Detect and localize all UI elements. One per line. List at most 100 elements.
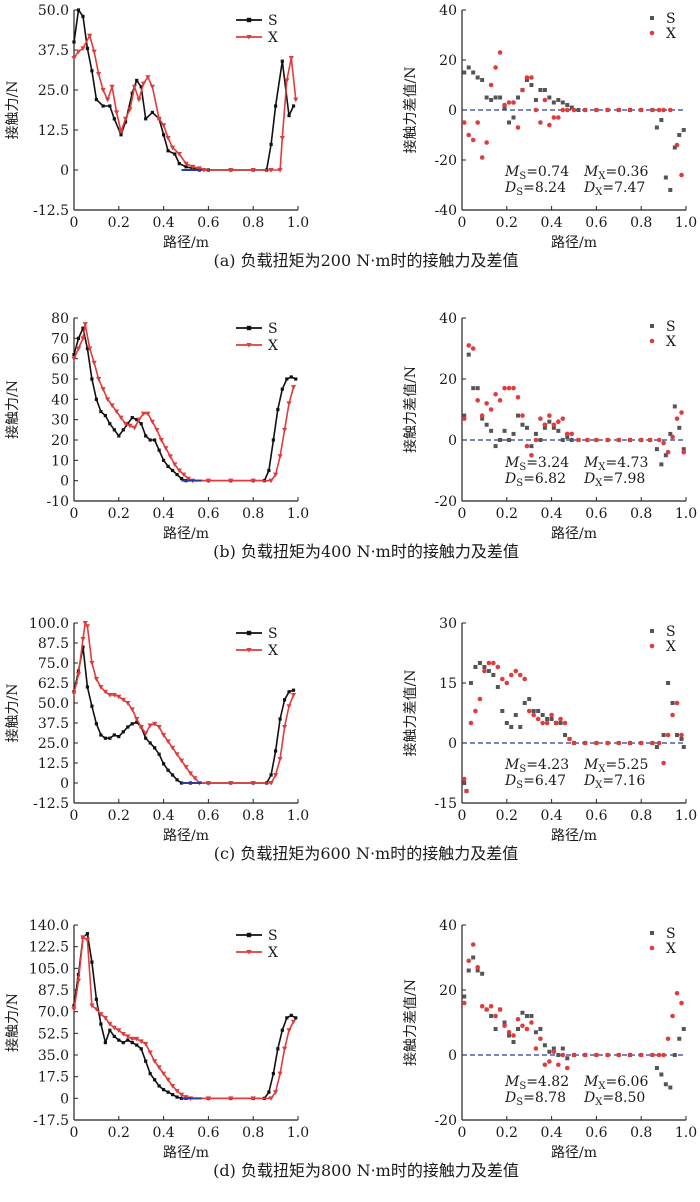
data-point-X [71, 56, 77, 61]
scatter-point-X [497, 398, 503, 403]
data-point-S [274, 104, 278, 108]
data-point-S [90, 704, 94, 708]
scatter-point-S [498, 95, 503, 100]
scatter-point-X [681, 449, 687, 455]
data-point-S [173, 152, 177, 156]
data-point-S [269, 773, 273, 777]
data-point-S [126, 725, 130, 729]
scatter-point-X [571, 740, 577, 746]
scatter-point-S [482, 665, 487, 669]
scatter-point-X [594, 107, 599, 113]
stat-MX: MX=6.06 [583, 1074, 648, 1092]
data-point-X [152, 1059, 158, 1064]
panel-d: -17.5017.535.052.570.087.5105.0122.5140.… [4, 918, 697, 1180]
diff-legend: SX [649, 926, 676, 957]
data-point-S [108, 104, 112, 108]
scatter-point-S [516, 413, 520, 418]
stat-value: =8.78 [523, 1090, 566, 1106]
scatter-point-S [558, 721, 563, 725]
scatter-point-X [567, 736, 572, 742]
legend-label-S: S [666, 926, 676, 942]
data-point-S [153, 1078, 157, 1082]
legend-label-S: S [268, 928, 278, 944]
force-y-tick-label: 12.5 [38, 123, 69, 139]
scatter-point-X [495, 664, 501, 670]
data-point-S [294, 377, 298, 381]
data-point-S [81, 14, 85, 18]
data-point-X [158, 438, 164, 443]
data-point-S [175, 472, 179, 477]
data-point-X [268, 781, 274, 786]
data-point-S [291, 104, 296, 108]
force-legend: SX [236, 626, 278, 659]
diff-y-tick-label: 40 [439, 3, 457, 19]
scatter-point-X [679, 1000, 684, 1006]
legend-marker-S [650, 16, 654, 20]
force-x-tick-label: 0 [70, 808, 79, 824]
scatter-point-X [656, 437, 662, 443]
data-point-X [290, 693, 297, 698]
data-point-S [135, 78, 139, 82]
data-point-X [279, 136, 285, 141]
diff-y-tick-label: -40 [434, 203, 457, 219]
force-y-tick-label: 25.0 [38, 83, 69, 99]
scatter-point-X [529, 1020, 534, 1025]
data-point-S [287, 690, 291, 694]
data-point-S [94, 98, 98, 102]
scatter-point-X [497, 1007, 503, 1012]
scatter-point-S [560, 100, 565, 105]
stat-subscript: S [519, 462, 526, 473]
stat-value: =8.50 [602, 1090, 645, 1106]
data-point-S [76, 336, 81, 340]
data-point-S [148, 741, 152, 745]
scatter-point-X [627, 107, 633, 113]
legend-marker-S [650, 629, 654, 633]
scatter-point-S [516, 1027, 520, 1031]
scatter-point-X [656, 740, 662, 746]
scatter-point-S [489, 98, 494, 102]
force-x-tick-label: 0.2 [108, 1125, 130, 1141]
force-x-tick-label: 0.6 [197, 1125, 219, 1141]
force-y-tick-label: 0 [60, 474, 69, 490]
diff-x-tick-label: 0 [458, 215, 467, 231]
stat-symbol: D [504, 180, 516, 196]
scatter-point-X [475, 964, 480, 970]
force-y-tick-label: 50 [51, 372, 69, 388]
diff-y-tick-label: 0 [448, 736, 457, 752]
stat-symbol: D [583, 471, 595, 487]
legend-marker-X [246, 35, 252, 40]
scatter-point-S [538, 1027, 543, 1031]
scatter-point-X [638, 1052, 644, 1058]
force-y-tick-label: 122.5 [29, 940, 69, 956]
data-point-X [98, 1012, 104, 1017]
scatter-point-X [585, 437, 590, 443]
stat-value: =7.47 [602, 180, 645, 196]
scatter-point-X [542, 422, 548, 428]
data-point-X [163, 446, 169, 451]
data-point-S [126, 1038, 130, 1042]
scatter-point-X [560, 1052, 566, 1058]
scatter-point-X [538, 1036, 543, 1042]
scatter-point-S [556, 1053, 561, 1057]
scatter-point-X [473, 708, 478, 714]
force-x-tick-label: 1.0 [287, 215, 309, 231]
scatter-point-X [491, 660, 496, 666]
diff-y-tick-label: -20 [434, 494, 457, 510]
data-point-S [108, 736, 112, 740]
data-point-X [288, 56, 294, 61]
legend-label-X: X [666, 639, 676, 655]
data-point-X [178, 758, 185, 764]
scatter-point-X [553, 720, 559, 726]
data-point-S [90, 69, 94, 73]
scatter-point-X [605, 740, 610, 746]
diff-y-tick-label: -20 [434, 153, 457, 169]
stat-MS: MS=3.24 [504, 455, 569, 473]
scatter-point-X [484, 1007, 489, 1012]
scatter-point-X [670, 712, 675, 718]
data-point-S [130, 1041, 134, 1045]
scatter-point-S [502, 1020, 507, 1025]
